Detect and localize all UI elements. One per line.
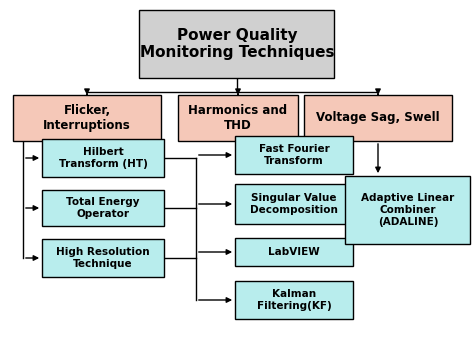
- FancyBboxPatch shape: [346, 176, 471, 244]
- FancyBboxPatch shape: [304, 95, 452, 141]
- Text: Total Energy
Operator: Total Energy Operator: [66, 197, 140, 219]
- Text: Harmonics and
THD: Harmonics and THD: [189, 104, 288, 132]
- FancyBboxPatch shape: [42, 190, 164, 226]
- FancyBboxPatch shape: [13, 95, 161, 141]
- Text: Adaptive Linear
Combiner
(ADALINE): Adaptive Linear Combiner (ADALINE): [361, 193, 455, 227]
- FancyBboxPatch shape: [235, 136, 353, 174]
- FancyBboxPatch shape: [235, 184, 353, 224]
- FancyBboxPatch shape: [235, 238, 353, 266]
- FancyBboxPatch shape: [42, 139, 164, 177]
- Text: LabVIEW: LabVIEW: [268, 247, 320, 257]
- Text: Fast Fourier
Transform: Fast Fourier Transform: [259, 144, 329, 166]
- Text: Power Quality
Monitoring Techniques: Power Quality Monitoring Techniques: [140, 28, 334, 60]
- FancyBboxPatch shape: [42, 239, 164, 277]
- Text: High Resolution
Technique: High Resolution Technique: [56, 247, 150, 269]
- FancyBboxPatch shape: [178, 95, 298, 141]
- Text: Kalman
Filtering(KF): Kalman Filtering(KF): [256, 289, 331, 311]
- FancyBboxPatch shape: [235, 281, 353, 319]
- Text: Singular Value
Decomposition: Singular Value Decomposition: [250, 193, 338, 215]
- Text: Hilbert
Transform (HT): Hilbert Transform (HT): [59, 147, 147, 169]
- FancyBboxPatch shape: [139, 10, 335, 78]
- Text: Voltage Sag, Swell: Voltage Sag, Swell: [316, 111, 440, 125]
- Text: Flicker,
Interruptions: Flicker, Interruptions: [43, 104, 131, 132]
